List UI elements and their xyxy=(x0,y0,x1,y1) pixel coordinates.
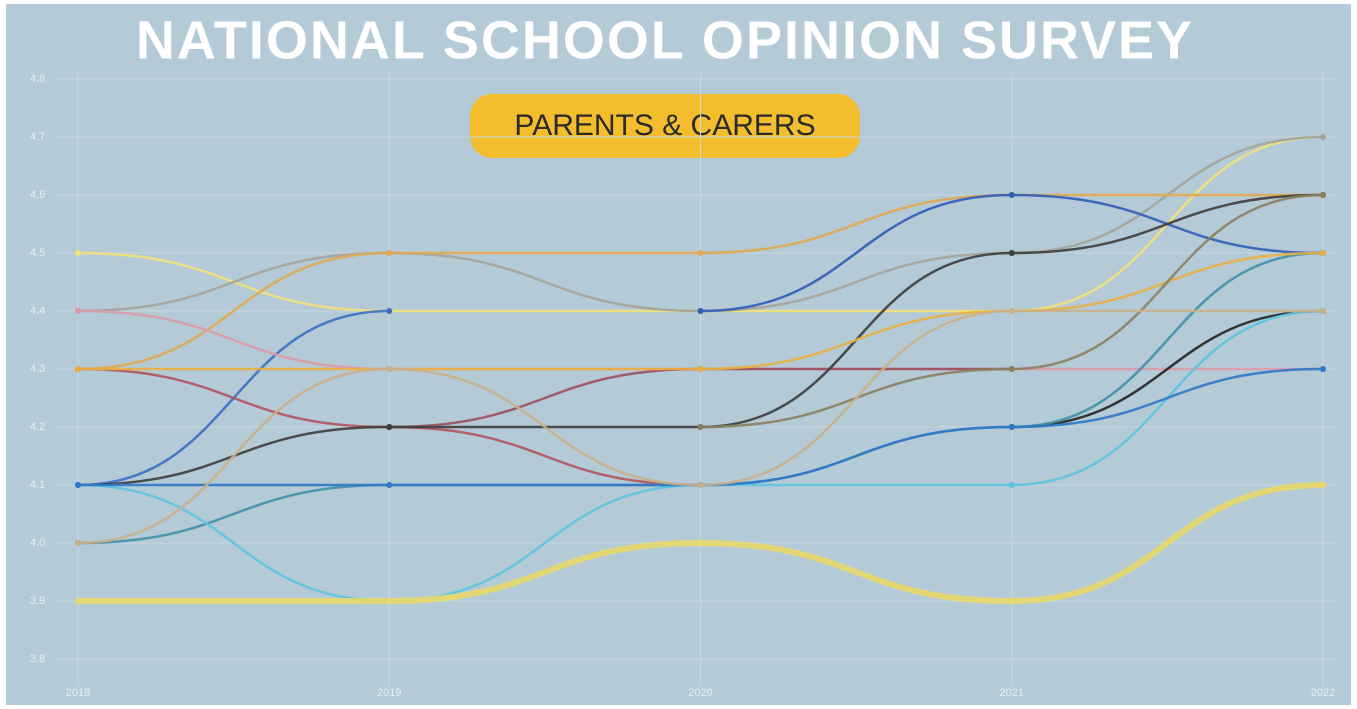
x-tick-label: 2019 xyxy=(377,687,401,699)
data-point xyxy=(75,540,81,546)
series-line xyxy=(700,193,1324,429)
data-point xyxy=(697,424,704,430)
data-point xyxy=(1320,482,1326,488)
x-tick-label: 2020 xyxy=(688,687,712,699)
data-point xyxy=(697,482,704,488)
y-tick-label: 4.0 xyxy=(30,537,45,549)
x-tick-label: 2022 xyxy=(1311,687,1335,699)
y-tick-label: 4.3 xyxy=(30,363,45,375)
data-point xyxy=(386,366,393,372)
data-point xyxy=(1008,192,1015,198)
subtitle: PARENTS & CARERS xyxy=(514,109,815,142)
y-tick-label: 3.8 xyxy=(30,653,45,665)
data-point xyxy=(1008,308,1015,314)
data-point xyxy=(386,424,393,430)
y-tick-label: 3.9 xyxy=(30,595,45,607)
series-line xyxy=(78,251,1324,371)
subtitle-badge xyxy=(470,94,860,158)
series-line xyxy=(77,309,1323,545)
data-point xyxy=(1008,366,1015,372)
data-point xyxy=(1008,250,1015,256)
data-point xyxy=(386,250,393,256)
data-point xyxy=(75,250,81,256)
data-point xyxy=(386,308,393,314)
data-point xyxy=(75,482,81,488)
series-line xyxy=(78,482,1324,605)
y-tick-label: 4.5 xyxy=(30,247,45,259)
data-point xyxy=(75,366,81,372)
data-point xyxy=(1320,366,1326,372)
chart-title: NATIONAL SCHOOL OPINION SURVEY xyxy=(136,10,1194,70)
data-point xyxy=(1008,482,1015,488)
y-tick-label: 4.1 xyxy=(30,479,45,491)
data-point xyxy=(697,540,704,546)
x-tick-label: 2018 xyxy=(66,687,90,699)
data-point xyxy=(1320,134,1326,140)
y-tick-label: 4.4 xyxy=(30,305,45,317)
data-point xyxy=(1320,308,1326,314)
data-point xyxy=(1008,424,1015,430)
data-point xyxy=(1320,192,1326,198)
y-tick-label: 4.2 xyxy=(30,421,45,433)
data-point xyxy=(386,482,393,488)
data-point xyxy=(386,598,393,604)
data-point xyxy=(75,308,81,314)
data-point xyxy=(1320,250,1326,256)
data-point xyxy=(697,308,704,314)
series-line xyxy=(1011,309,1324,429)
series-line xyxy=(77,193,1324,487)
y-tick-label: 4.8 xyxy=(30,73,45,85)
data-point xyxy=(697,250,704,256)
data-point xyxy=(697,366,704,372)
data-point xyxy=(1008,598,1015,604)
x-tick-label: 2021 xyxy=(1000,687,1024,699)
y-tick-label: 4.7 xyxy=(30,131,45,143)
y-tick-label: 4.6 xyxy=(30,189,45,201)
data-point xyxy=(75,598,81,604)
